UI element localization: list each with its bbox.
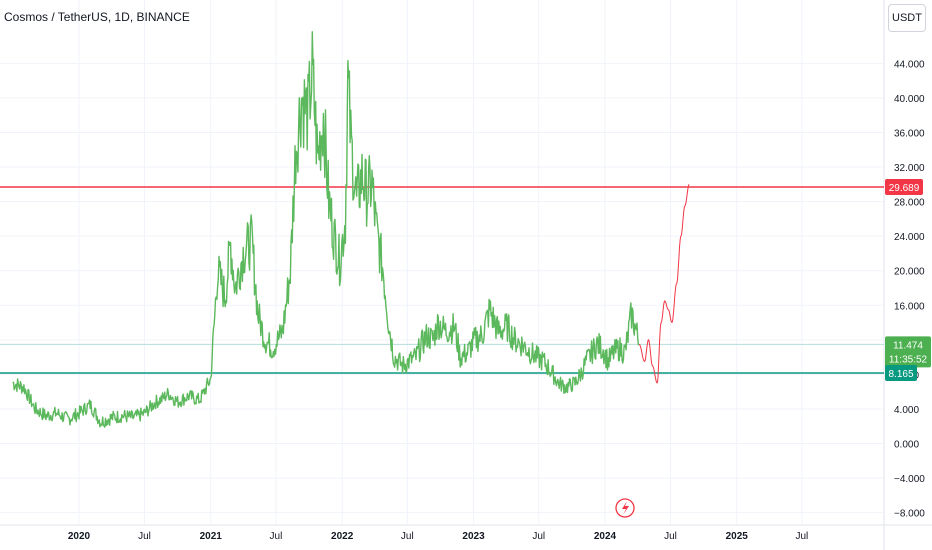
y-tick-label: 20.000 <box>894 267 925 278</box>
events-marker[interactable] <box>615 498 635 518</box>
price-series-line <box>12 31 640 428</box>
resistance-price-tag <box>885 178 923 195</box>
x-axis: 2020 Jul 2021 Jul 2022 Jul 2023 Jul 2024 Jul 2025 J… <box>68 531 808 542</box>
resistance-price-label: 29.689 <box>889 183 920 194</box>
y-tick-label: 4.000 <box>894 405 919 416</box>
y-tick-label: 32.000 <box>894 163 925 174</box>
y-tick-label: −4.000 <box>894 474 925 485</box>
countdown-label: 11:35:52 <box>889 354 928 365</box>
support-price-tag <box>885 364 917 381</box>
y-tick-label: 24.000 <box>894 232 925 243</box>
y-tick-label: 16.000 <box>894 301 925 312</box>
y-tick-label: −8.000 <box>894 509 925 520</box>
y-tick-label: 28.000 <box>894 198 925 209</box>
current-price-label: 11.474 <box>893 340 923 351</box>
x-tick-label: 2023 <box>462 531 485 542</box>
y-axis: 44.000 40.000 36.000 32.000 28.000 24.000 20.0… <box>894 59 925 519</box>
horizontal-levels <box>0 186 884 374</box>
y-tick-label: 36.000 <box>894 128 925 139</box>
x-tick-label: Jul <box>138 531 151 542</box>
x-tick-label: 2020 <box>68 531 91 542</box>
y-tick-label: 0.000 <box>894 440 919 451</box>
x-tick-label: 2025 <box>726 531 749 542</box>
currency-button[interactable]: USDT <box>888 4 926 32</box>
price-labels: 29.689 11.474 11:35:52 8.165 <box>885 178 931 381</box>
projection-line <box>638 183 690 384</box>
y-tick-label: 44.000 <box>894 59 925 70</box>
y-tick-label: 40.000 <box>894 94 925 105</box>
x-tick-label: 2021 <box>200 531 223 542</box>
x-tick-label: 2022 <box>331 531 354 542</box>
x-tick-label: Jul <box>401 531 414 542</box>
x-tick-label: Jul <box>664 531 677 542</box>
lightning-bolt-glyph <box>622 501 629 515</box>
x-tick-label: Jul <box>532 531 545 542</box>
series-layer <box>12 31 690 428</box>
x-tick-label: Jul <box>270 531 283 542</box>
x-tick-label: Jul <box>795 531 808 542</box>
x-tick-label: 2024 <box>594 531 617 542</box>
support-price-label: 8.165 <box>888 369 913 380</box>
chart-title: Cosmos / TetherUS, 1D, BINANCE <box>4 10 190 24</box>
current-price-tag <box>885 336 931 368</box>
